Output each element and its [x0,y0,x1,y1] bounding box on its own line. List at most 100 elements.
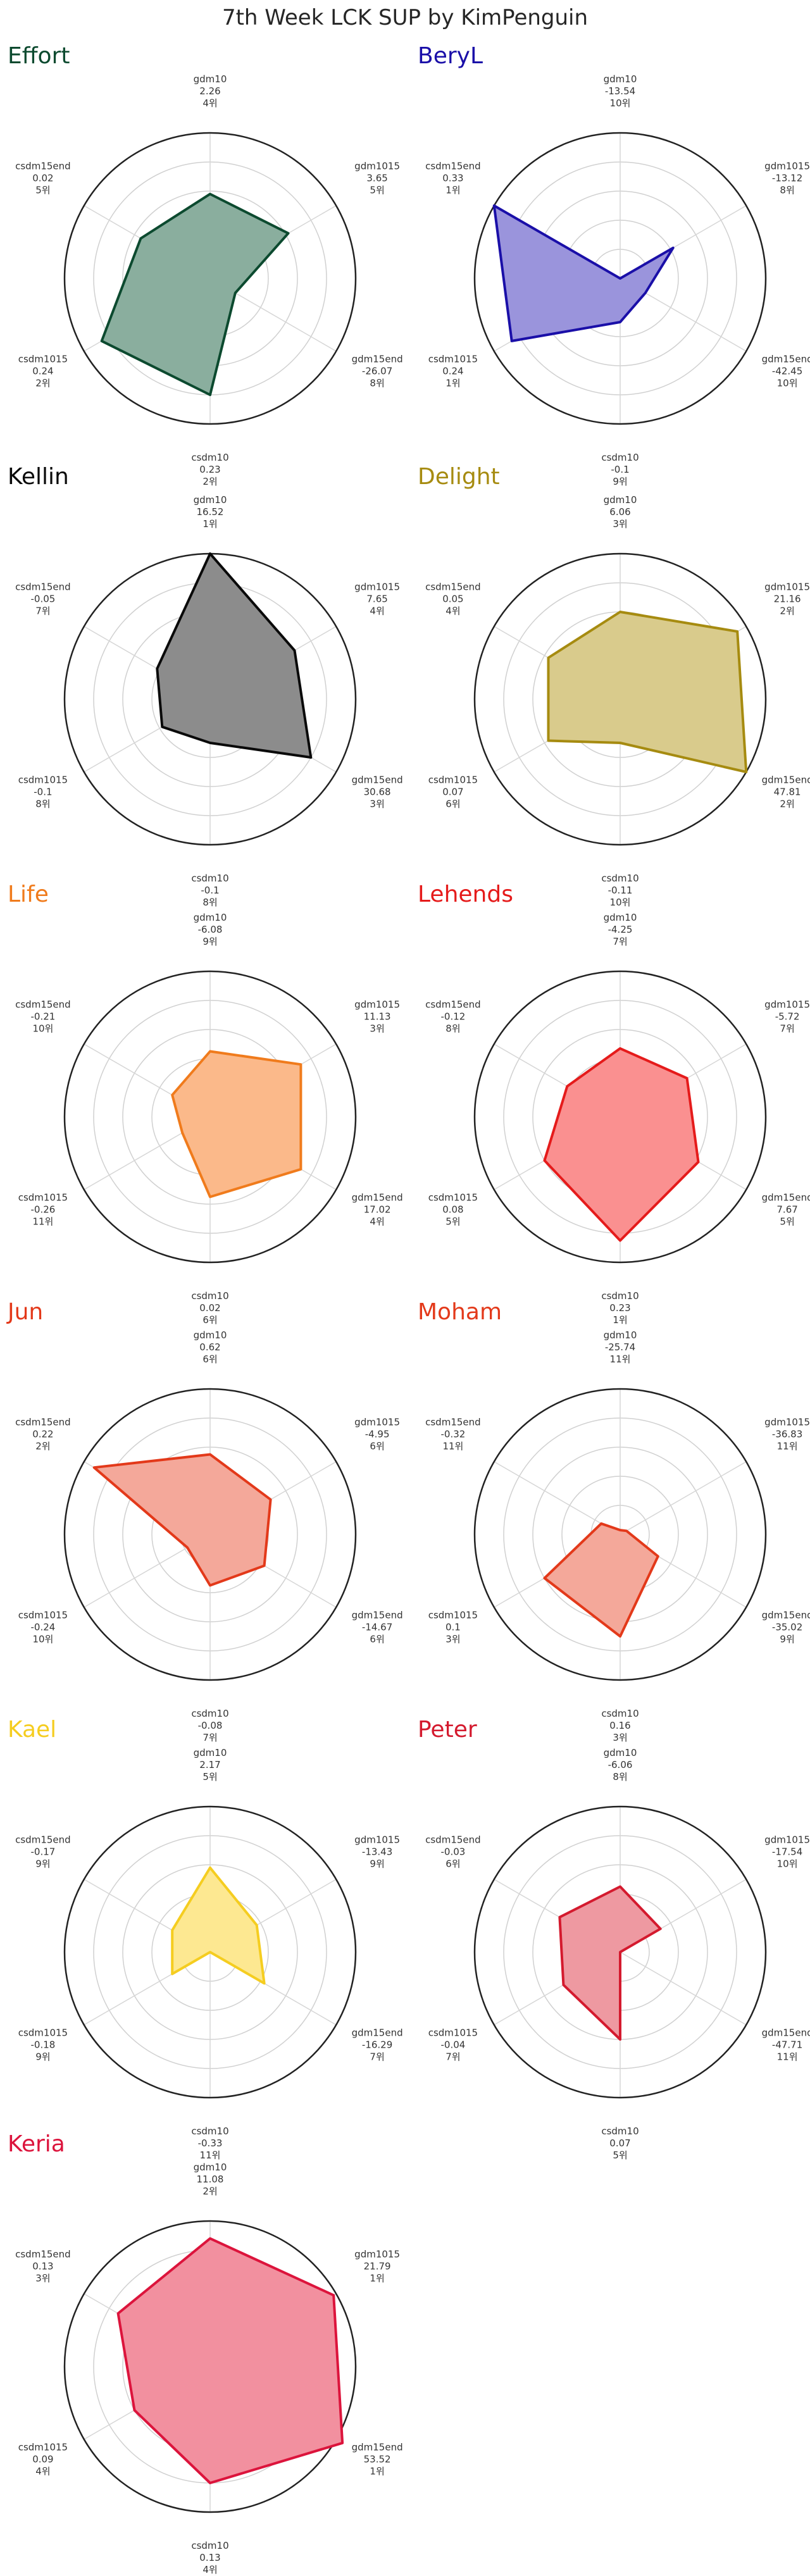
rank-label: 9위 [780,1634,794,1645]
value-label: 0.13 [32,2261,53,2272]
radar-chart-moham: Mohamgdm10-25.7411위gdm1015-36.8311위gdm15… [418,1299,810,1743]
axis-label: gdm10 [194,1747,227,1758]
rank-label: 6위 [446,799,460,810]
value-label: 7.65 [366,594,387,605]
axis-label: csdm1015 [18,2027,68,2039]
data-area [116,2237,344,2484]
axis-label: csdm1015 [18,2442,68,2453]
rank-label: 9위 [370,1858,384,1870]
axis-label: csdm15end [425,1417,481,1428]
outer-circle [63,970,357,1264]
axis-label: gdm1015 [764,1417,810,1428]
value-label: -0.03 [440,1846,465,1858]
rank-label: 8위 [370,378,384,389]
rank-label: 3위 [446,1634,460,1645]
value-label: 0.23 [609,1302,630,1314]
value-label: 0.22 [32,1429,53,1440]
data-area [171,1866,266,1985]
axis-label: gdm1015 [354,2249,400,2260]
axis-label: csdm15end [15,1417,71,1428]
axis-label: csdm10 [191,1708,228,1719]
value-label: -0.08 [198,1720,223,1731]
value-label: 0.02 [199,1302,220,1314]
rank-label: 10위 [777,378,798,389]
outer-circle [63,2220,357,2513]
value-label: 2.17 [199,1759,220,1770]
value-label: -4.25 [608,924,633,935]
axis-label: gdm10 [194,1329,227,1341]
rank-label: 5위 [613,2150,627,2161]
axis-label: csdm15end [425,1834,481,1846]
value-label: 0.1 [446,1622,461,1633]
value-label: 11.13 [364,1011,391,1023]
value-label: 47.81 [774,787,801,798]
axis-label: gdm1015 [764,1834,810,1846]
rank-label: 7위 [780,1023,794,1035]
axis-label: csdm10 [191,873,228,884]
value-label: 21.79 [364,2261,391,2272]
value-label: 0.02 [32,173,53,184]
outer-circle [63,1805,357,2099]
rank-label: 6위 [202,1353,217,1365]
data-area [100,192,290,396]
rank-label: 9위 [35,2051,50,2063]
grid-spoke [620,1461,747,1535]
player-name: Keria [8,2131,65,2157]
rank-label: 11위 [610,1353,631,1365]
outer-circle [63,132,357,425]
axis-label: csdm15end [15,2249,71,2260]
player-name: Delight [418,464,500,490]
value-label: 2.26 [199,85,220,97]
outer-circle [473,970,767,1264]
radar-chart-kellin: Kellingdm1016.521위gdm10157.654위gdm15end3… [8,464,403,908]
axis-label: gdm1015 [354,1834,400,1846]
value-label: -17.54 [772,1846,802,1858]
player-name: BeryL [418,43,483,69]
value-label: -25.74 [605,1341,635,1353]
axis-label: csdm15end [425,999,481,1011]
axis-label: gdm1015 [354,582,400,593]
axis-label: gdm1015 [764,999,810,1011]
axis-label: gdm15end [762,2027,810,2039]
axis-label: gdm1015 [354,1417,400,1428]
rank-label: 7위 [202,1732,217,1743]
data-area [543,1047,700,1242]
axis-label: csdm10 [601,2125,639,2137]
rank-label: 8위 [202,897,217,908]
rank-label: 2위 [202,2186,217,2197]
rank-label: 2위 [780,799,794,810]
value-label: -13.12 [772,173,802,184]
value-label: 0.62 [199,1341,220,1353]
radar-chart-beryl: BeryLgdm10-13.5410위gdm1015-13.128위gdm15e… [418,43,810,487]
rank-label: 8위 [35,799,50,810]
value-label: 0.09 [32,2454,53,2465]
outer-circle [473,552,767,846]
value-label: -6.08 [198,924,223,935]
axis-label: gdm10 [604,912,637,923]
value-label: -0.26 [30,1204,55,1216]
rank-label: 6위 [370,1634,384,1645]
rank-label: 11위 [200,2150,221,2161]
rank-label: 2위 [35,378,50,389]
rank-label: 7위 [35,606,50,617]
rank-label: 2위 [35,1441,50,1452]
rank-label: 5위 [780,1216,794,1228]
rank-label: 1위 [446,185,460,196]
rank-label: 5위 [446,1216,460,1228]
axis-label: csdm15end [15,582,71,593]
radar-chart-keria: Keriagdm1011.082위gdm101521.791위gdm15end5… [8,2131,403,2575]
value-label: 0.23 [199,464,220,475]
axis-label: gdm10 [604,1329,637,1341]
value-label: 0.05 [442,594,463,605]
axis-label: csdm10 [191,452,228,463]
data-area [492,204,675,342]
axis-label: gdm10 [604,494,637,506]
data-area [171,1050,302,1198]
value-label: -42.45 [772,366,802,377]
axis-label: csdm10 [191,1290,228,1302]
rank-label: 9위 [35,1858,50,1870]
value-label: 0.33 [442,173,463,184]
axis-label: gdm1015 [764,161,810,172]
value-label: 53.52 [364,2454,391,2465]
